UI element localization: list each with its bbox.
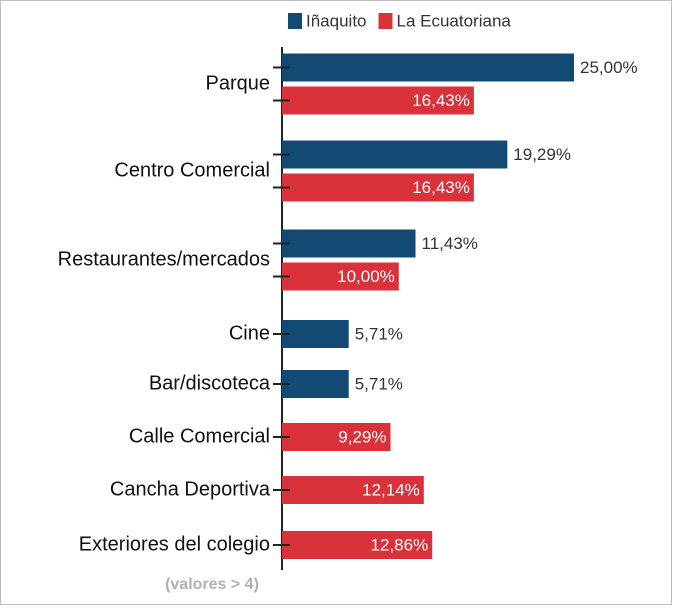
bar (282, 53, 574, 82)
category-label: Exteriores del colegio (79, 533, 270, 555)
category-label: Restaurantes/mercados (58, 248, 270, 270)
category-label: Cine (229, 322, 270, 344)
legend-label: La Ecuatoriana (397, 11, 512, 30)
bar (282, 229, 416, 258)
bar (282, 476, 424, 504)
category-label: Parque (206, 72, 271, 94)
legend-swatch (288, 13, 302, 29)
legend-swatch (378, 13, 393, 29)
bar (282, 531, 433, 559)
data-label: 16,43% (412, 178, 470, 197)
category-label: Calle Comercial (129, 425, 270, 447)
category-label: Centro Comercial (114, 159, 270, 181)
data-label: 5,71% (355, 374, 403, 393)
data-label: 11,43% (422, 234, 478, 253)
bar (282, 370, 349, 398)
data-label: 5,71% (355, 324, 403, 343)
bar (282, 140, 508, 169)
data-label: 12,86% (371, 535, 429, 554)
bar (282, 86, 474, 115)
data-label: 16,43% (412, 91, 470, 110)
data-label: 19,29% (513, 145, 571, 164)
bar (282, 320, 349, 348)
data-label: 12,14% (362, 480, 420, 499)
data-label: 25,00% (580, 58, 638, 77)
data-label: 9,29% (338, 427, 386, 446)
bar (282, 423, 391, 451)
bar (282, 173, 474, 202)
category-label: Bar/discoteca (149, 372, 271, 394)
legend-label: Iñaquito (306, 11, 367, 30)
data-label: 10,00% (337, 267, 395, 286)
annotation: (valores > 4) (165, 576, 259, 593)
category-label: Cancha Deportiva (110, 478, 271, 500)
bar (282, 262, 399, 291)
